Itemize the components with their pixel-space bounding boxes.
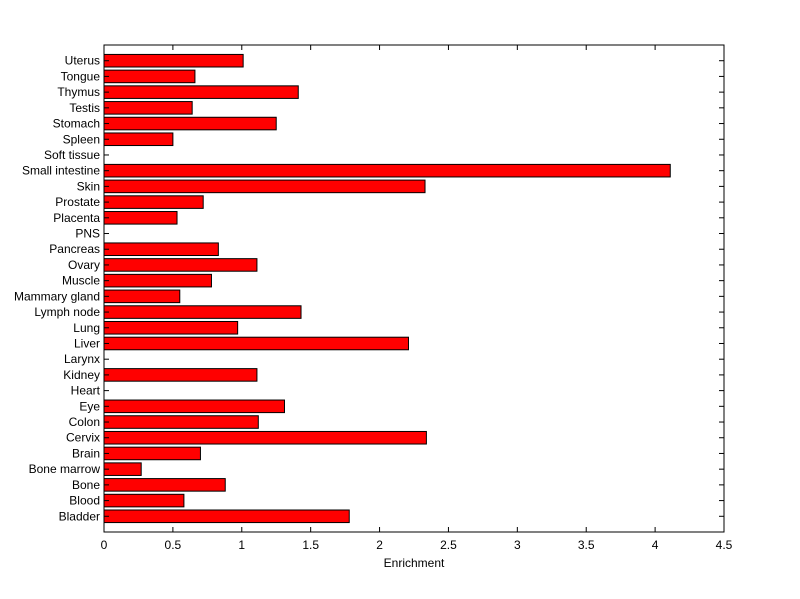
- x-tick-label-3: 1.5: [302, 538, 319, 552]
- category-label-tongue: Tongue: [61, 69, 101, 83]
- bar-small-intestine: [103, 163, 671, 178]
- x-tick-label-9: 4.5: [716, 538, 733, 552]
- bar-bone: [103, 478, 226, 492]
- bar-eye: [103, 399, 285, 414]
- category-label-prostate: Prostate: [55, 195, 100, 209]
- bar-bladder: [103, 509, 350, 524]
- bar-placenta: [103, 211, 178, 225]
- category-label-stomach: Stomach: [53, 117, 100, 131]
- bar-pancreas: [103, 242, 219, 257]
- bar-skin: [103, 179, 426, 194]
- category-label-lung: Lung: [73, 321, 100, 335]
- bar-bone-marrow: [103, 462, 142, 476]
- category-label-skin: Skin: [77, 179, 100, 193]
- bar-tongue: [103, 69, 196, 84]
- x-tick-label-0: 0: [101, 538, 108, 552]
- bar-spleen: [103, 132, 174, 147]
- category-label-kidney: Kidney: [63, 368, 100, 382]
- category-label-thymus: Thymus: [57, 85, 100, 99]
- category-label-small-intestine: Small intestine: [22, 164, 100, 178]
- category-label-bone-marrow: Bone marrow: [29, 462, 101, 476]
- x-tick-label-5: 2.5: [440, 538, 457, 552]
- x-axis-label: Enrichment: [384, 556, 445, 570]
- bar-lung: [103, 320, 239, 335]
- bar-liver: [103, 336, 409, 351]
- bar-brain: [103, 446, 201, 461]
- bar-kidney: [103, 368, 258, 382]
- bar-ovary: [103, 258, 258, 272]
- category-label-larynx: Larynx: [64, 352, 100, 366]
- bar-cervix: [103, 430, 427, 445]
- category-label-placenta: Placenta: [53, 211, 100, 225]
- x-tick-label-6: 3: [514, 538, 521, 552]
- bar-muscle: [103, 273, 212, 288]
- category-label-ovary: Ovary: [68, 258, 100, 272]
- ticks-group: [103, 45, 725, 532]
- bar-mammary-gland: [103, 289, 181, 304]
- x-tick-label-4: 2: [376, 538, 383, 552]
- category-label-blood: Blood: [69, 494, 100, 508]
- x-tick-label-8: 4: [652, 538, 659, 552]
- category-label-testis: Testis: [69, 101, 100, 115]
- category-label-eye: Eye: [79, 399, 100, 413]
- x-tick-label-1: 0.5: [165, 538, 182, 552]
- category-label-soft-tissue: Soft tissue: [44, 148, 100, 162]
- category-label-pancreas: Pancreas: [49, 242, 100, 256]
- bar-stomach: [103, 116, 277, 131]
- axes-box: [103, 44, 725, 533]
- category-label-pns: PNS: [75, 227, 100, 241]
- category-label-mammary-gland: Mammary gland: [14, 289, 100, 303]
- category-label-bone: Bone: [72, 478, 100, 492]
- bar-prostate: [103, 195, 204, 209]
- bar-thymus: [103, 85, 299, 99]
- category-label-uterus: Uterus: [65, 54, 100, 68]
- category-label-bladder: Bladder: [59, 509, 100, 523]
- bar-blood: [103, 493, 185, 508]
- x-tick-label-7: 3.5: [578, 538, 595, 552]
- x-tick-label-2: 1: [238, 538, 245, 552]
- category-label-heart: Heart: [71, 384, 101, 398]
- bar-testis: [103, 101, 193, 115]
- category-label-muscle: Muscle: [62, 274, 100, 288]
- category-label-colon: Colon: [69, 415, 100, 429]
- category-label-spleen: Spleen: [63, 132, 100, 146]
- x-tick-labels: 0 0.5 1 1.5 2 2.5 3 3.5 4 4.5: [101, 538, 733, 552]
- bar-colon: [103, 415, 259, 429]
- category-label-lymph-node: Lymph node: [34, 305, 100, 319]
- bar-uterus: [103, 53, 244, 68]
- category-label-cervix: Cervix: [66, 431, 100, 445]
- category-label-liver: Liver: [74, 336, 100, 350]
- category-label-brain: Brain: [72, 446, 100, 460]
- bar-lymph-node: [103, 305, 302, 319]
